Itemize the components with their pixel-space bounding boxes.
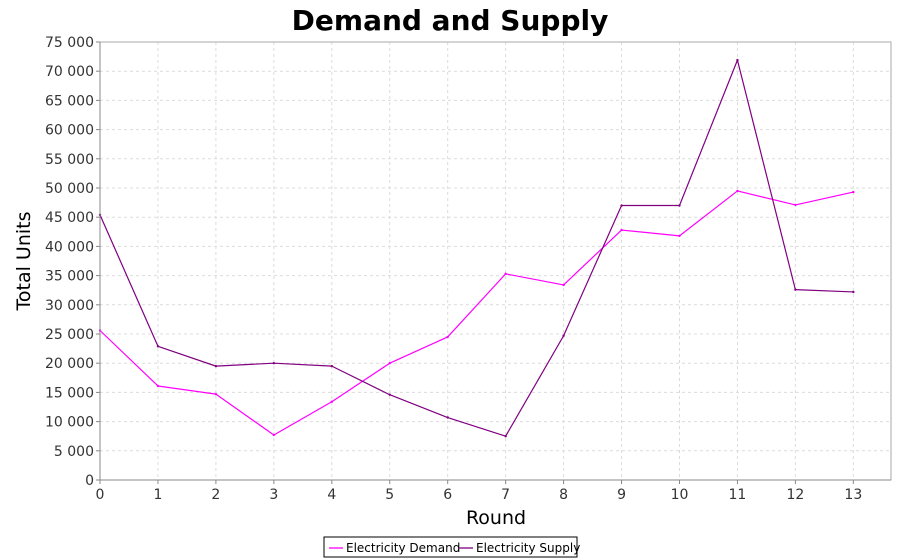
axes [96, 41, 891, 484]
x-tick-label: 0 [96, 487, 105, 503]
legend-box [323, 536, 578, 558]
y-tick-label: 15 000 [45, 385, 94, 401]
x-axis-label: Round [466, 507, 526, 529]
y-tick-label: 50 000 [45, 181, 94, 197]
x-tick-label: 6 [443, 487, 452, 503]
y-tick-label: 55 000 [45, 152, 94, 168]
data-point-electricity-supply [388, 393, 391, 396]
legend-label-supply: Electricity Supply [476, 541, 580, 555]
y-tick-label: 20 000 [45, 356, 94, 372]
data-point-electricity-demand [620, 228, 623, 232]
series-line-electricity-demand [99, 190, 854, 436]
x-tick-label: 1 [153, 487, 162, 503]
legend: Electricity Demand Electricity Supply [323, 536, 580, 558]
y-tick-label: 5 000 [54, 444, 94, 460]
data-point-electricity-supply [504, 435, 507, 438]
data-point-electricity-demand [678, 234, 681, 238]
data-point-electricity-supply [852, 290, 855, 294]
y-tick-label: 40 000 [45, 239, 94, 255]
x-tick-label: 5 [385, 487, 394, 503]
x-tick-label: 2 [211, 487, 220, 503]
x-tick-label: 4 [327, 487, 336, 503]
data-point-electricity-demand [272, 433, 276, 437]
data-point-electricity-demand [852, 190, 855, 194]
y-tick-label: 25 000 [45, 327, 94, 343]
data-point-electricity-demand [794, 203, 797, 207]
series-line-electricity-supply [99, 59, 854, 437]
data-point-electricity-supply [156, 345, 160, 348]
x-tick-label: 12 [786, 487, 804, 503]
data-point-electricity-demand [388, 362, 391, 365]
y-tick-label: 30 000 [45, 298, 94, 314]
x-tick-label: 11 [729, 487, 747, 503]
data-point-electricity-supply [620, 204, 623, 207]
data-point-electricity-demand [156, 384, 160, 388]
x-tick-label: 8 [559, 487, 568, 503]
x-tick-label: 9 [617, 487, 626, 503]
x-tick-label: 13 [844, 487, 862, 503]
data-point-electricity-supply [678, 204, 681, 207]
data-point-electricity-supply [272, 362, 276, 365]
data-point-electricity-supply [736, 58, 739, 62]
data-point-electricity-supply [794, 288, 797, 291]
legend-label-demand: Electricity Demand [346, 541, 460, 555]
data-point-electricity-supply [446, 416, 449, 419]
x-tick-label: 7 [501, 487, 510, 503]
chart-title: Demand and Supply [292, 4, 609, 37]
series-layer [98, 58, 855, 438]
grid [100, 41, 891, 480]
y-tick-label: 35 000 [45, 269, 94, 285]
x-tick-label: 10 [671, 487, 689, 503]
data-point-electricity-supply [562, 334, 565, 337]
data-point-electricity-demand [446, 335, 449, 339]
data-point-electricity-demand [504, 272, 507, 276]
y-tick-label: 0 [85, 473, 94, 489]
y-tick-label: 70 000 [45, 64, 94, 80]
data-point-electricity-demand [562, 283, 565, 287]
plot-area [99, 41, 892, 481]
y-axis-label: Total Units [13, 212, 35, 312]
data-point-electricity-demand [214, 392, 218, 396]
y-tick-label: 45 000 [45, 210, 94, 226]
y-tick-label: 60 000 [45, 123, 94, 139]
x-tick-label: 3 [269, 487, 278, 503]
data-point-electricity-demand [330, 400, 333, 403]
y-tick-label: 10 000 [45, 415, 94, 431]
y-tick-label: 75 000 [45, 35, 94, 51]
data-point-electricity-supply [330, 364, 333, 368]
data-point-electricity-demand [736, 189, 739, 193]
data-point-electricity-supply [214, 364, 218, 368]
y-tick-label: 65 000 [45, 93, 94, 109]
